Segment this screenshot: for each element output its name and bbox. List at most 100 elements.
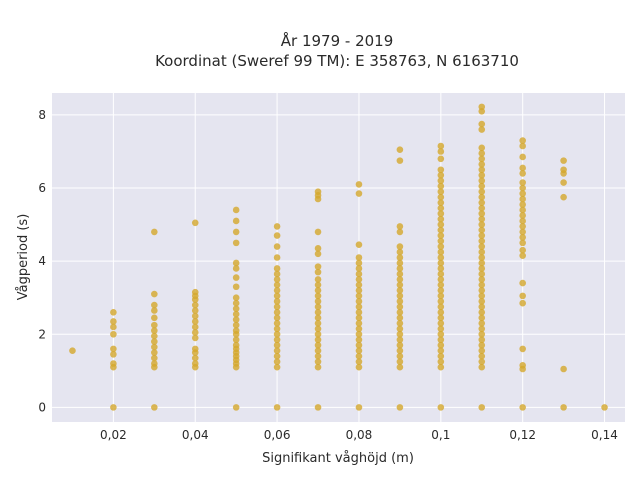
data-point bbox=[396, 228, 404, 236]
data-point bbox=[273, 232, 281, 239]
data-point bbox=[110, 351, 117, 358]
data-point bbox=[478, 126, 486, 133]
data-point bbox=[437, 298, 445, 305]
data-point bbox=[437, 358, 445, 365]
ticks-layer: 0,02 0,04 0,06 0,08 0,1 0,12 0,14 0 2 4 6 8 bbox=[38, 108, 618, 442]
data-point bbox=[110, 360, 117, 367]
data-point bbox=[396, 347, 404, 355]
data-point bbox=[355, 352, 363, 360]
data-point bbox=[355, 314, 363, 322]
data-point bbox=[519, 137, 526, 144]
data-point bbox=[519, 345, 526, 353]
data-point bbox=[355, 270, 363, 278]
data-point bbox=[151, 314, 158, 322]
data-point bbox=[355, 281, 363, 289]
data-point bbox=[314, 404, 322, 411]
data-point bbox=[396, 292, 404, 300]
data-point bbox=[396, 352, 404, 360]
data-point bbox=[478, 309, 486, 316]
data-point bbox=[355, 287, 363, 294]
data-point bbox=[437, 248, 445, 256]
data-point bbox=[560, 365, 567, 373]
data-point bbox=[273, 265, 281, 272]
data-point bbox=[396, 298, 404, 305]
data-point bbox=[151, 404, 158, 411]
data-point bbox=[355, 190, 363, 197]
data-point bbox=[273, 363, 281, 371]
data-point bbox=[519, 362, 526, 369]
data-point bbox=[478, 336, 486, 344]
data-point bbox=[314, 336, 322, 344]
data-point bbox=[232, 404, 240, 411]
data-point bbox=[232, 310, 240, 318]
data-point bbox=[519, 299, 526, 307]
data-point bbox=[437, 188, 445, 195]
data-point bbox=[519, 164, 526, 172]
data-point bbox=[151, 349, 158, 356]
data-point bbox=[396, 223, 404, 230]
data-point bbox=[191, 360, 199, 367]
data-point bbox=[437, 292, 445, 300]
x-axis-title: Signifikant våghöjd (m) bbox=[262, 451, 414, 466]
data-point bbox=[437, 281, 445, 289]
data-point bbox=[273, 270, 281, 278]
chart-subtitle: Koordinat (Sweref 99 TM): E 358763, N 61… bbox=[155, 52, 519, 70]
data-point bbox=[110, 330, 117, 338]
data-point bbox=[519, 201, 526, 208]
data-point bbox=[314, 330, 322, 338]
data-point bbox=[191, 329, 199, 336]
data-point bbox=[314, 276, 322, 283]
data-point bbox=[314, 263, 322, 270]
data-point bbox=[478, 270, 486, 278]
data-point bbox=[355, 341, 363, 349]
data-point bbox=[478, 193, 486, 201]
data-point bbox=[437, 259, 445, 267]
y-tick-label: 4 bbox=[38, 254, 46, 268]
x-tick-label: 0,08 bbox=[346, 428, 373, 442]
data-point bbox=[478, 210, 486, 217]
data-point bbox=[437, 148, 445, 155]
data-point bbox=[478, 160, 486, 168]
data-point bbox=[478, 265, 486, 272]
data-point bbox=[110, 309, 117, 316]
data-point bbox=[478, 150, 486, 157]
data-point bbox=[478, 363, 486, 371]
data-point bbox=[396, 146, 404, 153]
data-point bbox=[151, 307, 158, 314]
data-point bbox=[355, 241, 363, 249]
data-point bbox=[560, 193, 567, 201]
data-point bbox=[314, 347, 322, 355]
data-point bbox=[478, 144, 486, 152]
data-point bbox=[355, 298, 363, 305]
data-point bbox=[273, 298, 281, 305]
data-point bbox=[273, 243, 281, 250]
y-tick-label: 8 bbox=[38, 108, 46, 122]
data-point bbox=[232, 228, 240, 236]
data-point bbox=[191, 288, 199, 296]
data-point bbox=[314, 287, 322, 294]
data-point bbox=[396, 270, 404, 278]
data-point bbox=[519, 234, 526, 241]
data-point bbox=[314, 292, 322, 300]
data-point bbox=[396, 341, 404, 349]
data-point bbox=[437, 265, 445, 272]
data-point bbox=[478, 298, 486, 305]
data-point bbox=[478, 171, 486, 179]
data-point bbox=[396, 330, 404, 338]
data-point bbox=[437, 215, 445, 223]
data-point bbox=[151, 321, 158, 329]
data-point bbox=[478, 199, 486, 206]
data-point bbox=[478, 330, 486, 338]
data-point bbox=[396, 320, 404, 327]
data-point bbox=[232, 217, 240, 225]
data-point bbox=[478, 204, 486, 212]
data-point bbox=[355, 330, 363, 338]
data-point bbox=[478, 325, 486, 333]
data-point bbox=[478, 358, 486, 365]
data-point bbox=[232, 321, 240, 329]
data-point bbox=[478, 320, 486, 327]
data-point bbox=[437, 347, 445, 355]
data-point bbox=[478, 347, 486, 355]
data-point bbox=[478, 292, 486, 300]
